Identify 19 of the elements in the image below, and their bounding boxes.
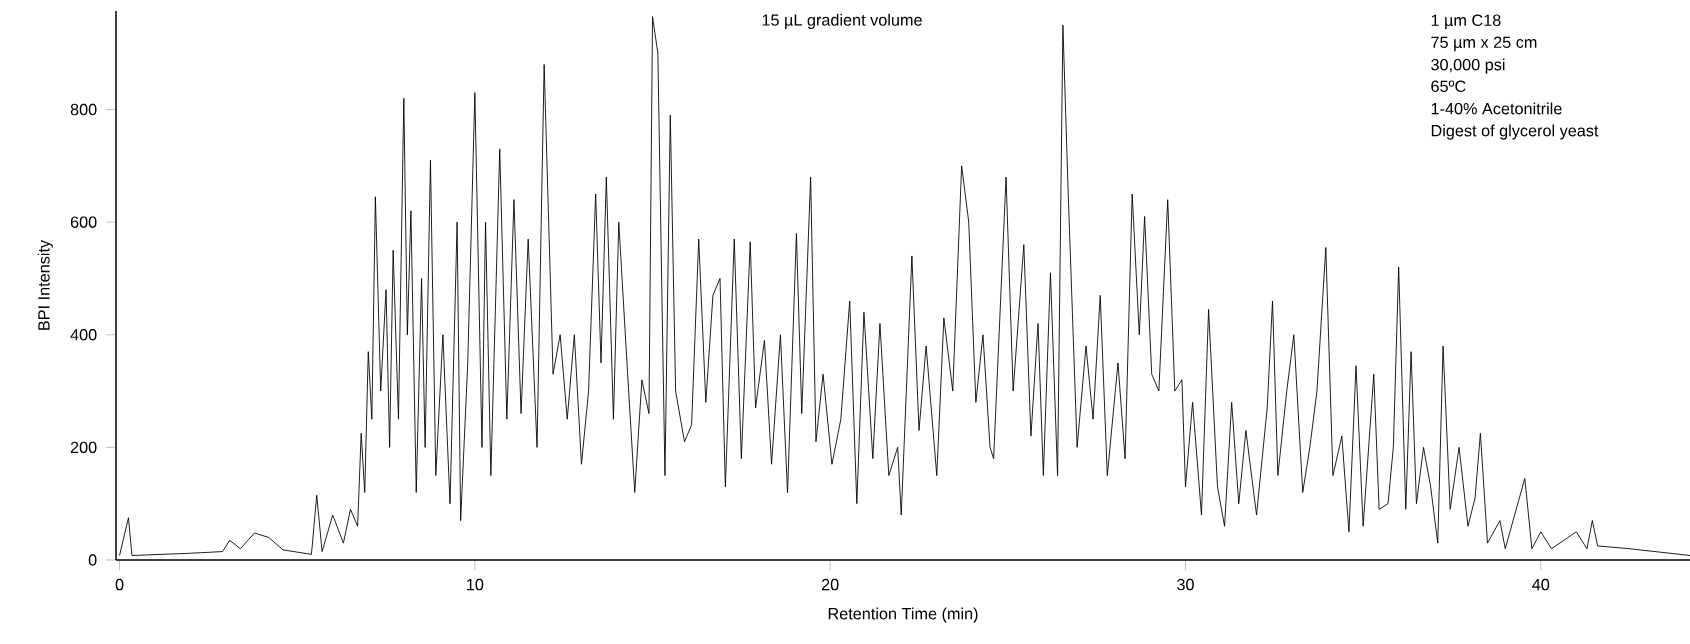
annotation: 1 µm C18 [1431, 14, 1501, 30]
annotation: 15 µL gradient volume [762, 13, 922, 29]
annotation: 65ºC [1431, 80, 1466, 93]
annotation: 1-40% Acetonitrile [1431, 102, 1562, 115]
y-tick-label: 600 [70, 216, 97, 228]
y-tick-label: 800 [70, 103, 97, 116]
y-tick-label: 400 [70, 329, 97, 341]
x-tick-label: 40 [1532, 578, 1550, 591]
annotation: Digest of glycerol yeast [1431, 124, 1599, 140]
annotation: 30,000 psi [1431, 58, 1505, 74]
x-tick-label: 0 [115, 578, 124, 591]
x-tick-label: 20 [821, 578, 839, 591]
y-tick-label: 200 [70, 441, 97, 454]
annotation: 75 µm x 25 cm [1431, 36, 1537, 52]
x-axis-title: Retention Time (min) [828, 607, 978, 623]
y-axis-title: BPI Intensity [37, 239, 53, 330]
x-tick-label: 30 [1177, 578, 1194, 591]
y-tick-label: 0 [88, 554, 97, 566]
x-tick-label: 10 [467, 578, 484, 591]
